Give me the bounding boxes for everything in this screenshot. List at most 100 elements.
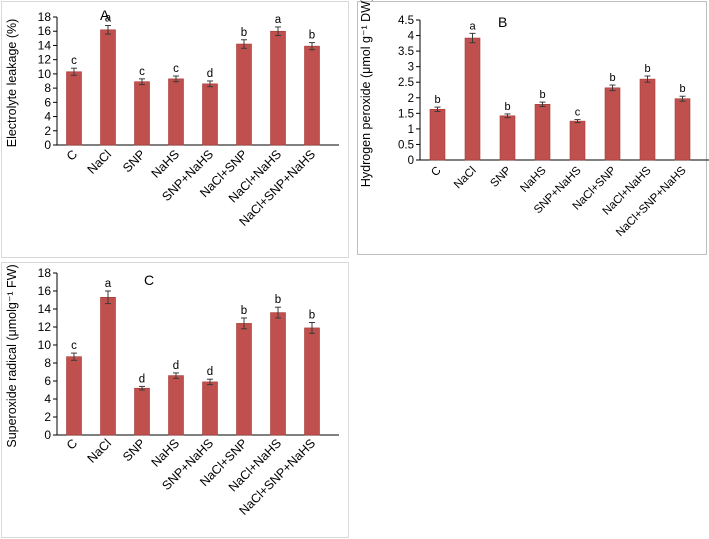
bar-nacl-nahs: [270, 312, 286, 436]
bar-c: [429, 108, 446, 161]
y-tick-label: 10: [38, 338, 52, 352]
y-tick-label: 0: [408, 155, 414, 167]
y-tick-label: 16: [38, 24, 52, 38]
bar-nacl: [100, 29, 116, 146]
y-tick-label: 6: [44, 95, 51, 109]
significance-letter: d: [139, 373, 145, 385]
chart-panel-b: 0 0.5 1 1.5 2 2.5 3 3.5 4 4.5 Hydrogen peroxide (μ…: [357, 0, 709, 255]
x-category-label: SNP: [120, 436, 148, 464]
bar-nacl-snp-nahs: [304, 327, 320, 436]
significance-letter: a: [105, 278, 112, 290]
y-tick-label: 0.5: [398, 139, 414, 151]
y-tick-label: 3: [408, 62, 414, 74]
bar-nahs: [168, 78, 184, 146]
bar-nacl-snp: [236, 323, 252, 436]
bar-snp-nahs: [202, 83, 218, 146]
x-category-label: SNP: [120, 147, 148, 175]
y-tick-label: 8: [44, 81, 51, 95]
significance-letter: c: [575, 107, 581, 119]
chart-b-svg: 0 0.5 1 1.5 2 2.5 3 3.5 4 4.5 Hydrogen peroxide (μ…: [359, 0, 709, 239]
bar-snp: [134, 81, 150, 146]
bar-nacl-snp: [236, 43, 252, 146]
x-category-label: C: [429, 165, 443, 179]
y-tick-label: 16: [38, 284, 52, 298]
significance-letter: c: [139, 66, 145, 78]
significance-letter: b: [539, 89, 545, 101]
significance-letter: d: [207, 68, 213, 80]
significance-letter: a: [469, 20, 476, 32]
bar-nahs: [168, 375, 184, 436]
panel-label: C: [144, 272, 154, 288]
x-category-label: NaCl: [85, 147, 115, 177]
y-axis-title: Hydrogen peroxide (μmol g⁻¹ DW): [359, 0, 373, 187]
chart-panel-c: 0 2 4 6 8 10 12 14 16 18 Superoxide radical (μmolg…: [1, 262, 349, 538]
x-category-label: NaHS: [518, 164, 548, 194]
significance-letter: c: [71, 55, 77, 67]
y-tick-label: 12: [38, 320, 52, 334]
significance-letter: b: [275, 294, 281, 306]
y-tick-label: 4: [44, 110, 51, 124]
bar-snp: [134, 387, 150, 436]
y-tick-label: 2: [44, 410, 51, 424]
y-tick-label: 4: [44, 392, 51, 406]
significance-letter: d: [173, 360, 179, 372]
y-axis-title: Electrolyte leakage (%): [5, 19, 19, 148]
bar-snp-nahs: [202, 381, 218, 436]
bar-snp-nahs: [569, 120, 586, 161]
y-tick-label: 2: [408, 93, 414, 105]
chart-c-svg: 0 2 4 6 8 10 12 14 16 18 Superoxide radical (μmolg…: [5, 264, 339, 518]
significance-letter: c: [71, 340, 77, 352]
y-tick-label: 1: [408, 124, 414, 136]
significance-letter: d: [207, 366, 213, 378]
y-axis-title: Superoxide radical (μmolg⁻¹ FW): [5, 264, 19, 447]
bar-nahs: [534, 104, 551, 161]
y-tick-label: 3.5: [398, 46, 414, 58]
bar-nacl: [464, 37, 481, 161]
bar-nacl-nahs: [270, 30, 286, 146]
y-tick-label: 18: [38, 266, 52, 280]
significance-letter: b: [679, 83, 685, 95]
panel-label: B: [498, 14, 507, 30]
y-tick-label: 0: [44, 138, 51, 152]
x-category-label: NaCl+SNP+NaHS: [614, 164, 689, 239]
significance-letter: b: [504, 101, 510, 113]
y-tick-label: 4: [408, 31, 415, 43]
bar-nacl-snp: [604, 87, 621, 161]
significance-letter: b: [644, 63, 650, 75]
significance-letter: c: [173, 63, 179, 75]
x-category-label: SNP: [488, 164, 513, 189]
significance-letter: b: [241, 27, 247, 39]
significance-letter: b: [309, 310, 315, 322]
y-tick-label: 2: [44, 124, 51, 138]
bar-nacl-nahs: [639, 78, 656, 161]
y-tick-label: 1.5: [398, 108, 414, 120]
significance-letter: b: [241, 305, 247, 317]
y-tick-label: 6: [44, 374, 51, 388]
y-tick-label: 14: [38, 38, 52, 52]
y-tick-label: 18: [38, 10, 52, 24]
y-tick-label: 4.5: [398, 15, 414, 27]
significance-letter: b: [434, 94, 440, 106]
bar-nacl-snp-nahs: [304, 45, 320, 146]
significance-letter: b: [309, 30, 315, 42]
bar-c: [66, 356, 82, 436]
x-category-label: NaCl: [85, 436, 115, 466]
significance-letter: b: [609, 72, 615, 84]
y-tick-label: 2.5: [398, 77, 414, 89]
y-tick-label: 0: [44, 428, 51, 442]
panel-label: A: [100, 7, 110, 23]
bar-snp: [499, 115, 516, 161]
x-category-label: C: [64, 436, 80, 452]
y-tick-label: 12: [38, 53, 52, 67]
bar-nacl: [100, 296, 116, 436]
y-tick-label: 10: [38, 67, 52, 81]
bar-nacl-snp-nahs: [674, 98, 691, 161]
significance-letter: a: [105, 13, 112, 25]
bar-c: [66, 71, 82, 146]
y-tick-label: 8: [44, 356, 51, 370]
x-category-label: NaCl: [452, 165, 479, 192]
x-category-label: C: [64, 147, 80, 163]
significance-letter: a: [275, 14, 282, 26]
